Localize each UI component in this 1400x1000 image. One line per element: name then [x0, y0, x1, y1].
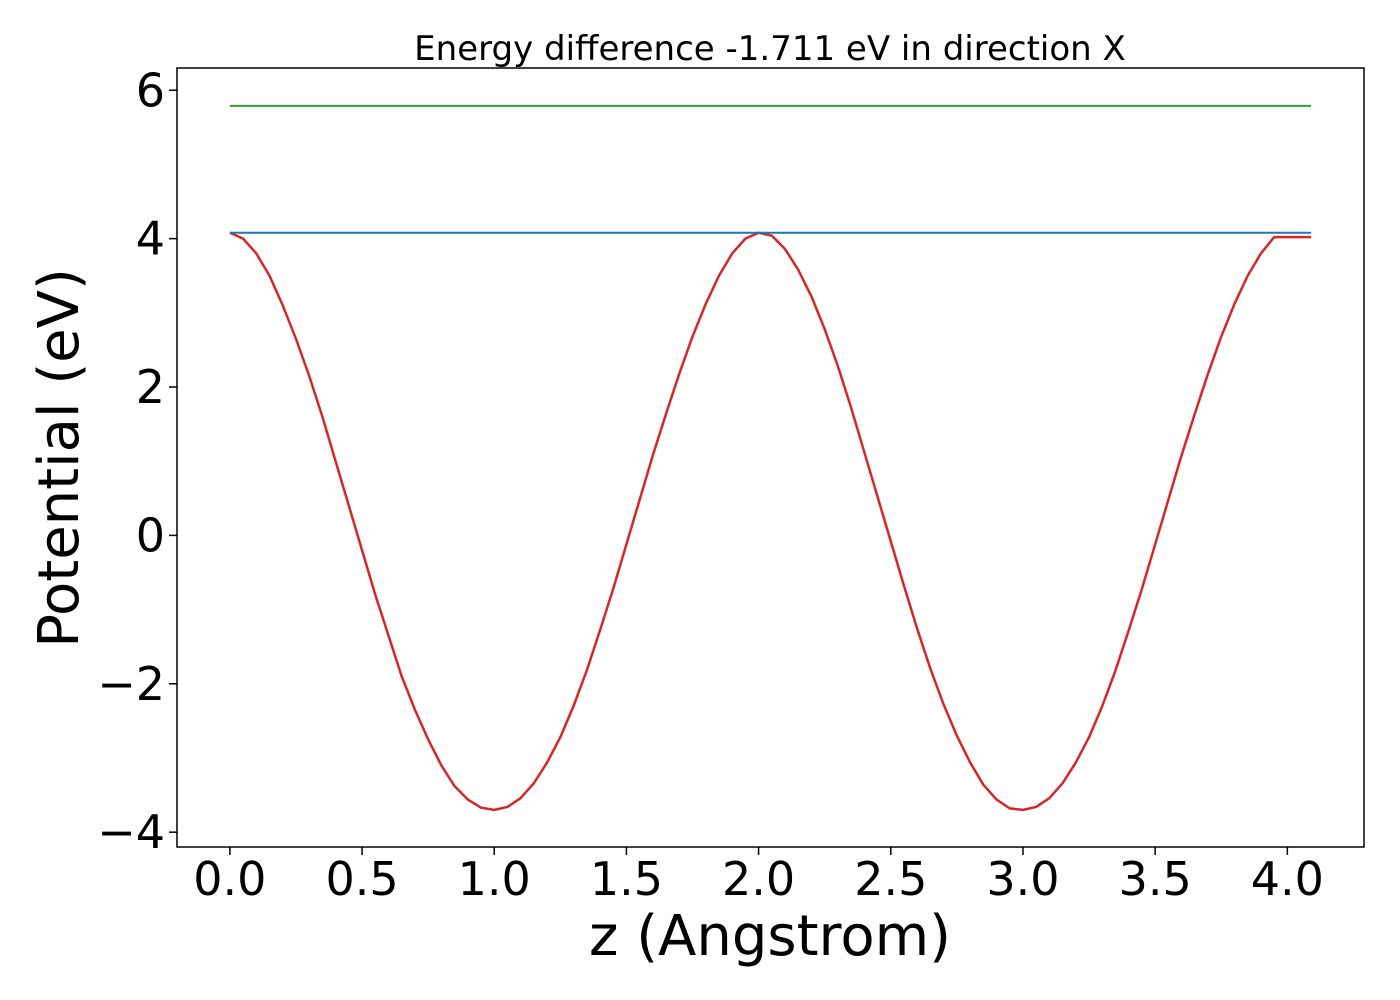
- x-tick-label: 3.5: [1119, 852, 1192, 906]
- y-tick-label: 4: [136, 212, 165, 266]
- x-tick-label: 2.0: [722, 852, 795, 906]
- chart-title: Energy difference -1.711 eV in direction…: [414, 29, 1126, 69]
- y-axis-ticks: −4 −2 0 2 4 6: [97, 63, 177, 859]
- x-tick-label: 2.5: [854, 852, 927, 906]
- y-tick-label: 6: [136, 63, 165, 117]
- y-tick-label: −4: [97, 805, 165, 859]
- y-tick-label: 0: [136, 508, 165, 562]
- plot-area: [176, 67, 1365, 848]
- x-tick-label: 1.5: [590, 852, 663, 906]
- plot-frame: [176, 67, 1365, 848]
- x-tick-label: 0.0: [193, 852, 266, 906]
- x-tick-label: 0.5: [325, 852, 398, 906]
- y-axis-label: Potential (eV): [27, 268, 92, 648]
- x-axis-label: z (Angstrom): [589, 904, 951, 969]
- x-tick-label: 1.0: [458, 852, 531, 906]
- series-layer: [229, 104, 1312, 812]
- series-line-0: [229, 231, 1312, 812]
- x-axis-ticks: 0.0 0.5 1.0 1.5 2.0 2.5 3.0 3.5 4.0: [193, 847, 1324, 906]
- y-tick-label: 2: [136, 360, 165, 414]
- x-tick-label: 4.0: [1251, 852, 1324, 906]
- y-tick-label: −2: [97, 657, 165, 711]
- x-tick-label: 3.0: [986, 852, 1059, 906]
